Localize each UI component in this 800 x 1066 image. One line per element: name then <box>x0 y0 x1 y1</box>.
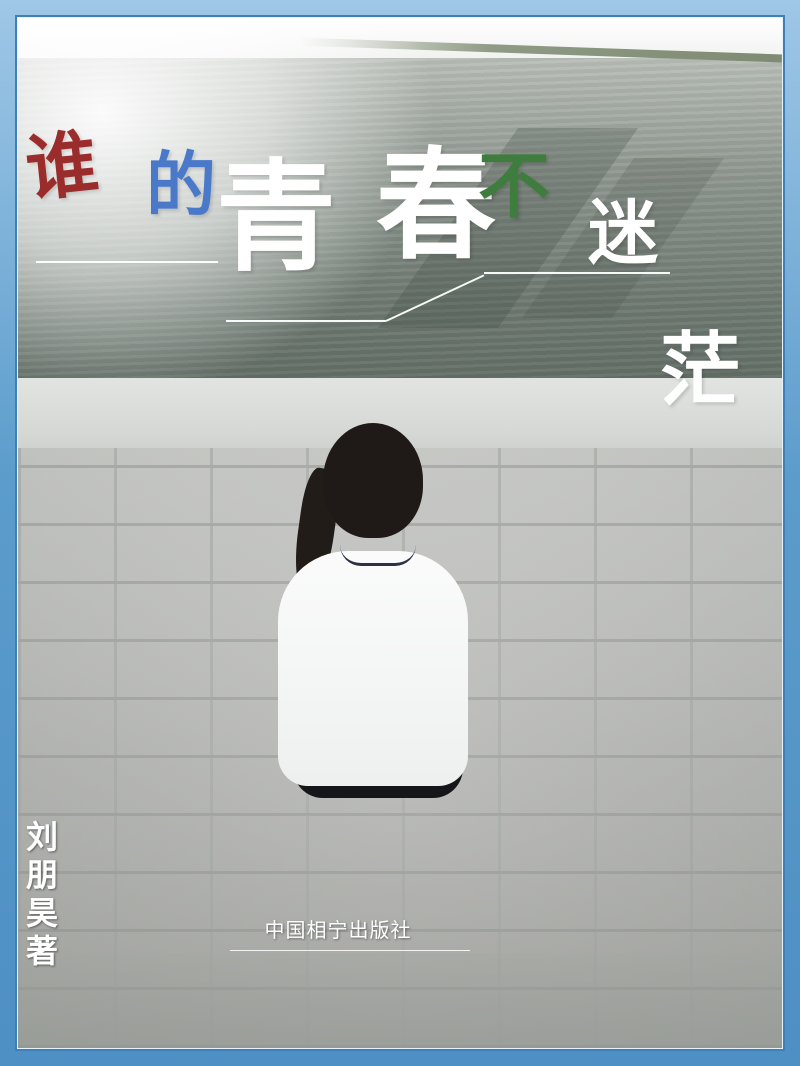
girl-hair <box>323 423 423 538</box>
title-char-de: 的 <box>146 143 216 226</box>
title-char-mang: 茫 <box>660 323 740 417</box>
title-char-chun: 春 <box>376 135 496 276</box>
author-char: 昊 <box>25 894 58 932</box>
author-name: 刘 朋 昊 著 <box>20 818 64 970</box>
girl-shirt <box>278 551 468 786</box>
title-rule-right <box>484 272 670 274</box>
title-char-shui: 谁 <box>21 119 103 212</box>
title-char-bu: 不 <box>478 143 551 228</box>
title-rule-lower <box>226 320 386 322</box>
book-cover: 谁 的 青 春 不 迷 茫 刘 朋 昊 著 中国相宁出版社 <box>18 18 782 1048</box>
girl-figure <box>268 423 488 813</box>
haze-overlay <box>18 18 438 398</box>
title-char-qing: 青 <box>216 147 336 288</box>
author-char: 著 <box>25 932 58 970</box>
bottom-blur <box>18 953 782 1048</box>
author-char: 朋 <box>25 856 58 894</box>
author-char: 刘 <box>25 818 58 856</box>
girl-collar <box>340 545 416 566</box>
title-char-mi: 迷 <box>588 191 658 274</box>
publisher-rule <box>230 950 470 951</box>
title-rule-left <box>36 261 218 263</box>
publisher-name: 中国相宁出版社 <box>264 918 412 942</box>
